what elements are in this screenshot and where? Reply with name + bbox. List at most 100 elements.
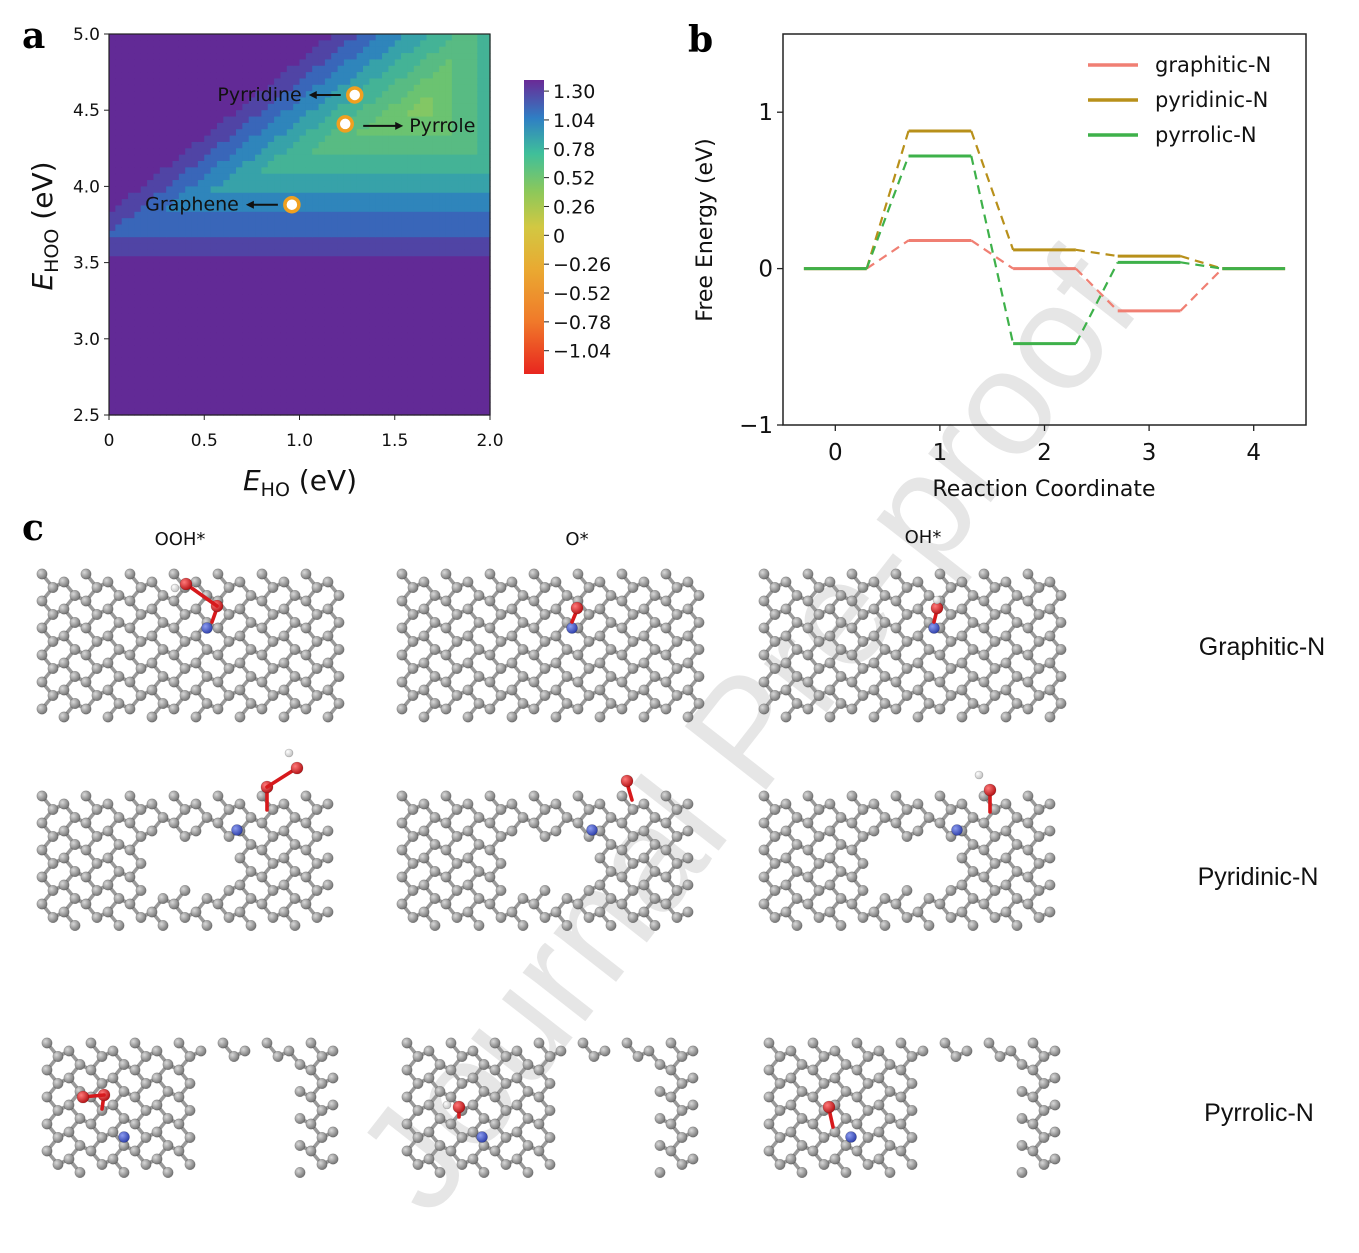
x-tick-label: 0 — [104, 431, 115, 451]
heatmap-cell — [445, 307, 453, 314]
heatmap-cell — [343, 192, 351, 200]
heatmap-cell — [147, 389, 155, 397]
heatmap-cell — [223, 395, 231, 403]
heatmap-cell — [470, 211, 478, 219]
heatmap-cell — [293, 110, 301, 118]
heatmap-cell — [286, 72, 294, 80]
heatmap-cell — [210, 249, 218, 257]
heatmap-cell — [140, 408, 148, 416]
heatmap-cell — [185, 351, 193, 359]
heatmap-cell — [464, 34, 472, 41]
carbon-atom — [124, 649, 136, 661]
heatmap-cell — [280, 34, 288, 41]
heatmap-cell — [280, 357, 288, 365]
heatmap-cell — [318, 249, 326, 257]
transition-connector — [1075, 267, 1119, 312]
heatmap-cell — [324, 205, 332, 213]
carbon-atom — [857, 689, 869, 701]
heatmap-cell — [451, 122, 459, 130]
heatmap-cell — [204, 173, 212, 181]
heatmap-cell — [458, 78, 466, 86]
heatmap-cell — [363, 408, 370, 416]
heatmap-cell — [191, 345, 199, 353]
heatmap-cell — [394, 199, 402, 207]
carbon-atom — [113, 616, 125, 628]
heatmap-cell — [229, 72, 237, 80]
heatmap-cell — [223, 72, 231, 80]
heatmap-cell — [178, 249, 186, 257]
heatmap-cell — [369, 383, 377, 391]
heatmap-cell — [109, 53, 116, 60]
heatmap-cell — [286, 173, 294, 181]
carbon-atom — [267, 689, 279, 701]
carbon-atom — [168, 568, 180, 580]
heatmap-cell — [140, 186, 148, 194]
carbon-atom — [91, 689, 103, 701]
heatmap-cell — [178, 205, 186, 213]
heatmap-cell — [483, 167, 491, 175]
heatmap-cell — [204, 307, 212, 314]
heatmap-cell — [369, 395, 377, 403]
heatmap-cell — [274, 275, 282, 283]
heatmap-cell — [426, 154, 434, 162]
heatmap-cell — [382, 256, 389, 264]
heatmap-cell — [159, 205, 167, 213]
heatmap-cell — [255, 192, 262, 200]
heatmap-cell — [413, 262, 421, 270]
heatmap-cell — [185, 370, 193, 378]
heatmap-cell — [324, 167, 332, 175]
heatmap-cell — [356, 275, 364, 283]
heatmap-cell — [451, 230, 459, 238]
heatmap-cell — [382, 148, 389, 156]
heatmap-cell — [223, 173, 231, 181]
heatmap-cell — [242, 243, 250, 251]
heatmap-cell — [140, 313, 148, 321]
heatmap-cell — [394, 376, 402, 384]
heatmap-cell — [109, 383, 116, 391]
heatmap-cell — [178, 122, 186, 130]
heatmap-cell — [121, 40, 129, 48]
heatmap-cell — [401, 370, 409, 378]
heatmap-cell — [324, 122, 332, 130]
heatmap-cell — [426, 319, 434, 327]
heatmap-cell — [305, 78, 313, 86]
heatmap-cell — [312, 218, 320, 226]
heatmap-cell — [445, 65, 453, 73]
heatmap-cell — [293, 116, 301, 124]
heatmap-cell — [267, 345, 275, 353]
heatmap-cell — [267, 59, 275, 67]
heatmap-cell — [350, 148, 358, 156]
heatmap-cell — [185, 78, 193, 86]
heatmap-cell — [172, 148, 180, 156]
heatmap-cell — [172, 345, 180, 353]
heatmap-cell — [223, 40, 231, 48]
heatmap-cell — [267, 84, 275, 92]
heatmap-cell — [115, 84, 123, 92]
heatmap-cell — [394, 230, 402, 238]
heatmap-cell — [178, 129, 186, 137]
heatmap-cell — [121, 237, 129, 245]
heatmap-cell — [407, 135, 415, 143]
heatmap-cell — [267, 199, 275, 207]
heatmap-cell — [153, 53, 161, 60]
carbon-atom — [572, 676, 584, 688]
carbon-atom — [1033, 662, 1045, 674]
heatmap-cell — [382, 173, 389, 181]
heatmap-cell — [274, 370, 282, 378]
heatmap-cell — [267, 300, 275, 308]
heatmap-cell — [439, 167, 447, 175]
carbon-atom — [451, 689, 463, 701]
heatmap-cell — [483, 192, 491, 200]
heatmap-cell — [229, 395, 237, 403]
heatmap-cell — [153, 148, 161, 156]
heatmap-cell — [477, 364, 485, 372]
carbon-atom — [495, 662, 507, 674]
carbon-atom — [583, 689, 595, 701]
heatmap-cell — [312, 243, 320, 251]
carbon-atom — [956, 576, 968, 588]
heatmap-cell — [255, 357, 262, 365]
heatmap-cell — [236, 376, 243, 384]
heatmap-cell — [109, 173, 116, 181]
heatmap-cell — [223, 192, 231, 200]
heatmap-cell — [470, 370, 478, 378]
